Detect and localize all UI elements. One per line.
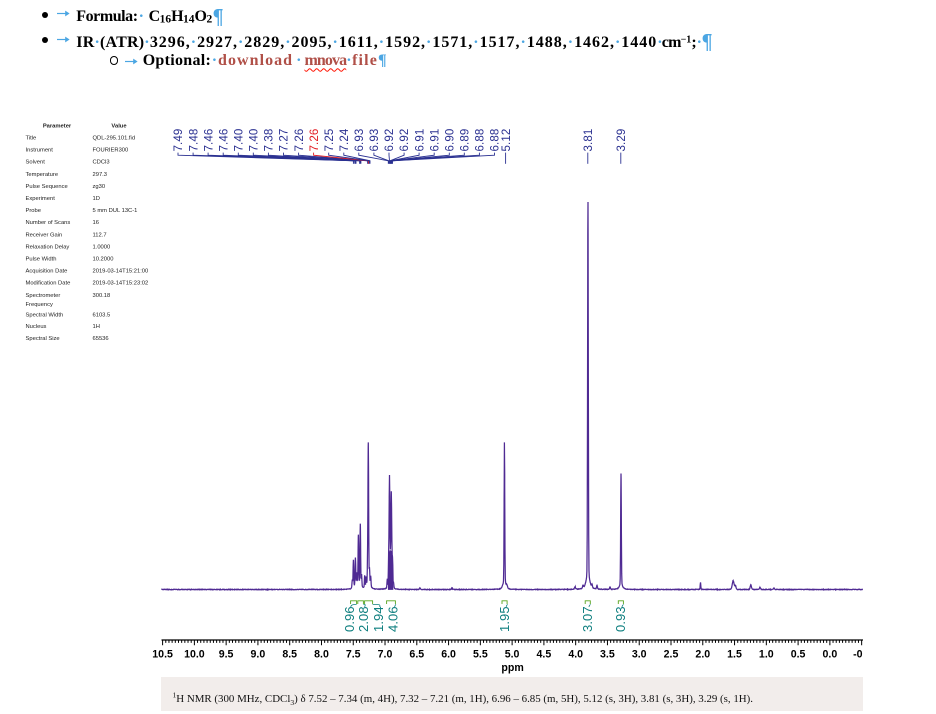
svg-text:Temperature: Temperature — [26, 172, 59, 178]
svg-text:10.2000: 10.2000 — [93, 257, 114, 263]
svg-text:4.5: 4.5 — [537, 649, 552, 661]
svg-text:Pulse Width: Pulse Width — [26, 257, 57, 263]
svg-text:112.7: 112.7 — [93, 232, 107, 238]
svg-text:16: 16 — [93, 220, 99, 226]
svg-text:7.24: 7.24 — [339, 128, 351, 151]
svg-text:2.5: 2.5 — [664, 649, 679, 661]
svg-text:0.93: 0.93 — [613, 606, 628, 632]
svg-text:6.89: 6.89 — [460, 129, 472, 152]
svg-text:300.18: 300.18 — [93, 293, 111, 299]
svg-text:2.08: 2.08 — [356, 606, 371, 632]
svg-text:Number of Scans: Number of Scans — [26, 220, 71, 226]
svg-text:7.40: 7.40 — [249, 129, 261, 152]
svg-text:6.92: 6.92 — [399, 129, 411, 152]
svg-text:0.5: 0.5 — [791, 649, 806, 661]
svg-text:5.0: 5.0 — [505, 649, 520, 661]
svg-text:Experiment: Experiment — [26, 196, 56, 202]
svg-text:Probe: Probe — [26, 208, 41, 214]
svg-text:1.94: 1.94 — [371, 606, 386, 632]
svg-text:zg30: zg30 — [93, 184, 106, 190]
svg-text:1.5: 1.5 — [727, 649, 742, 661]
svg-text:3.0: 3.0 — [632, 649, 647, 661]
svg-text:6103.5: 6103.5 — [93, 313, 111, 319]
svg-text:Parameter: Parameter — [43, 124, 72, 130]
svg-text:6.93: 6.93 — [369, 129, 381, 152]
svg-text:2019-03-14T15:21:00: 2019-03-14T15:21:00 — [93, 269, 149, 275]
svg-text:1D: 1D — [93, 196, 100, 202]
svg-text:7.40: 7.40 — [234, 129, 246, 152]
svg-text:7.5: 7.5 — [346, 649, 361, 661]
svg-text:9.0: 9.0 — [251, 649, 266, 661]
svg-text:1.0: 1.0 — [759, 649, 774, 661]
svg-text:10.0: 10.0 — [184, 649, 205, 661]
svg-text:ppm: ppm — [501, 662, 523, 674]
svg-text:3.29: 3.29 — [616, 129, 628, 152]
svg-text:Title: Title — [26, 136, 37, 142]
svg-text:Solvent: Solvent — [26, 160, 46, 166]
svg-text:7.38: 7.38 — [264, 129, 276, 152]
svg-text:7.27: 7.27 — [279, 129, 291, 152]
svg-text:Spectral Width: Spectral Width — [26, 313, 64, 319]
svg-text:5.12: 5.12 — [501, 129, 513, 152]
svg-text:Acquisition Date: Acquisition Date — [26, 269, 68, 275]
svg-text:5 mm DUL 13C-1: 5 mm DUL 13C-1 — [93, 208, 138, 214]
svg-text:Spectrometer: Spectrometer — [26, 293, 61, 299]
svg-text:FOURIER300: FOURIER300 — [93, 148, 129, 154]
svg-text:6.0: 6.0 — [441, 649, 456, 661]
svg-text:Instrument: Instrument — [26, 148, 54, 154]
svg-text:6.91: 6.91 — [429, 129, 441, 152]
svg-text:0.96: 0.96 — [342, 606, 357, 632]
svg-text:297.3: 297.3 — [93, 172, 108, 178]
svg-text:Spectral Size: Spectral Size — [26, 336, 60, 342]
svg-text:3.07: 3.07 — [580, 606, 595, 632]
svg-text:Modification Date: Modification Date — [26, 281, 71, 287]
svg-text:2.0: 2.0 — [695, 649, 710, 661]
svg-text:3.5: 3.5 — [600, 649, 615, 661]
svg-text:6.90: 6.90 — [445, 129, 457, 152]
svg-text:7.46: 7.46 — [203, 129, 215, 152]
svg-text:Frequency: Frequency — [26, 302, 53, 308]
svg-text:3.81: 3.81 — [583, 129, 595, 152]
svg-text:6.93: 6.93 — [354, 129, 366, 152]
svg-text:4.0: 4.0 — [568, 649, 583, 661]
svg-text:-0: -0 — [853, 649, 863, 661]
svg-text:Nucleus: Nucleus — [26, 324, 47, 330]
svg-text:Relaxation Delay: Relaxation Delay — [26, 244, 70, 250]
svg-text:8.0: 8.0 — [314, 649, 329, 661]
svg-text:2019-03-14T15:23:02: 2019-03-14T15:23:02 — [93, 281, 149, 287]
svg-text:6.88: 6.88 — [475, 129, 487, 152]
svg-text:6.91: 6.91 — [414, 129, 426, 152]
svg-text:Receiver Gain: Receiver Gain — [26, 232, 63, 238]
svg-text:6.88: 6.88 — [490, 129, 502, 152]
svg-text:0.0: 0.0 — [823, 649, 838, 661]
svg-text:CDCl3: CDCl3 — [93, 160, 110, 166]
svg-text:7.26: 7.26 — [309, 129, 321, 152]
svg-text:QDL-295.101.fid: QDL-295.101.fid — [93, 136, 136, 142]
svg-text:5.5: 5.5 — [473, 649, 488, 661]
svg-text:Pulse Sequence: Pulse Sequence — [26, 184, 68, 190]
svg-text:6.92: 6.92 — [384, 129, 396, 152]
svg-text:7.0: 7.0 — [378, 649, 393, 661]
svg-text:1H: 1H — [93, 324, 100, 330]
svg-text:9.5: 9.5 — [219, 649, 234, 661]
svg-text:Value: Value — [111, 124, 127, 130]
svg-text:7.25: 7.25 — [324, 129, 336, 152]
svg-text:1.95: 1.95 — [497, 606, 512, 632]
svg-text:6.5: 6.5 — [409, 649, 424, 661]
svg-text:7.49: 7.49 — [173, 129, 185, 152]
svg-text:7.46: 7.46 — [218, 129, 230, 152]
svg-text:8.5: 8.5 — [282, 649, 297, 661]
svg-text:10.5: 10.5 — [152, 649, 173, 661]
svg-text:1.0000: 1.0000 — [93, 244, 111, 250]
svg-text:65536: 65536 — [93, 336, 109, 342]
svg-text:4.06: 4.06 — [386, 606, 401, 632]
svg-text:7.48: 7.48 — [188, 129, 200, 152]
svg-text:7.26: 7.26 — [294, 129, 306, 152]
